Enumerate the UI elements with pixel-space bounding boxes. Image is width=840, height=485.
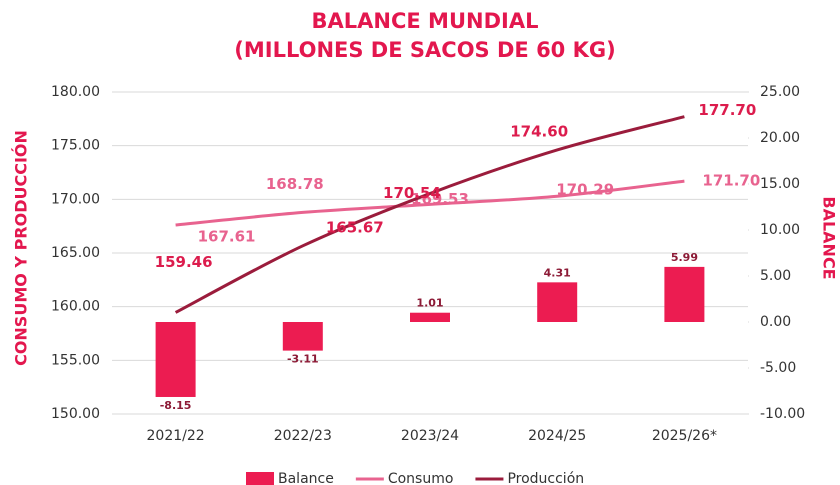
data-label: 177.70	[698, 101, 756, 119]
y2-tick-label: 10.00	[760, 222, 800, 238]
y2-tick-label: 25.00	[760, 84, 800, 100]
legend-label: Consumo	[388, 471, 454, 485]
bar	[664, 266, 705, 322]
x-tick-label: 2022/23	[274, 428, 332, 444]
bar-label: -8.15	[160, 399, 192, 412]
bar	[155, 322, 196, 397]
y2-tick-label: 5.00	[760, 268, 791, 284]
y2-tick-label: 0.00	[760, 314, 791, 330]
y-tick-label: 160.00	[51, 299, 100, 315]
data-label: 159.46	[155, 253, 213, 271]
y-tick-label: 170.00	[51, 191, 100, 207]
bar	[537, 282, 578, 322]
y2-tick-label: 20.00	[760, 130, 800, 146]
chart-subtitle: (MILLONES DE SACOS DE 60 KG)	[234, 38, 615, 62]
x-tick-label: 2025/26*	[652, 428, 717, 444]
data-label: 167.61	[198, 227, 256, 245]
bar-label: 1.01	[416, 297, 443, 310]
y2-tick-label: -10.00	[760, 406, 805, 422]
y-tick-label: 180.00	[51, 84, 100, 100]
data-label: 171.70	[702, 172, 760, 190]
legend-label: Producción	[507, 471, 584, 485]
data-label: 168.78	[266, 175, 324, 193]
legend-label: Balance	[278, 471, 334, 485]
bar	[410, 312, 450, 322]
bar	[282, 322, 323, 351]
data-label: 170.54	[383, 184, 441, 202]
y-tick-label: 155.00	[51, 352, 100, 368]
y2-tick-label: 15.00	[760, 176, 800, 192]
data-label: 174.60	[510, 122, 568, 140]
line	[174, 115, 685, 314]
y2-tick-label: -5.00	[760, 360, 796, 376]
x-tick-label: 2023/24	[401, 428, 459, 444]
bar-label: -3.11	[287, 353, 319, 366]
line	[175, 179, 685, 227]
bar-label: 4.31	[544, 266, 571, 279]
chart-title: BALANCE MUNDIAL	[312, 9, 539, 33]
data-label: 165.67	[326, 218, 384, 236]
y2-axis-title: BALANCE	[820, 196, 839, 279]
y-axis-title: CONSUMO Y PRODUCCIÓN	[12, 130, 31, 366]
data-label: 170.29	[556, 181, 614, 199]
bar-label: 5.99	[671, 251, 698, 264]
y-tick-label: 150.00	[51, 406, 100, 422]
y-tick-label: 165.00	[51, 245, 100, 261]
x-tick-label: 2024/25	[528, 428, 586, 444]
legend-swatch	[246, 472, 274, 485]
y-tick-label: 175.00	[51, 138, 100, 154]
x-tick-label: 2021/22	[147, 428, 205, 444]
